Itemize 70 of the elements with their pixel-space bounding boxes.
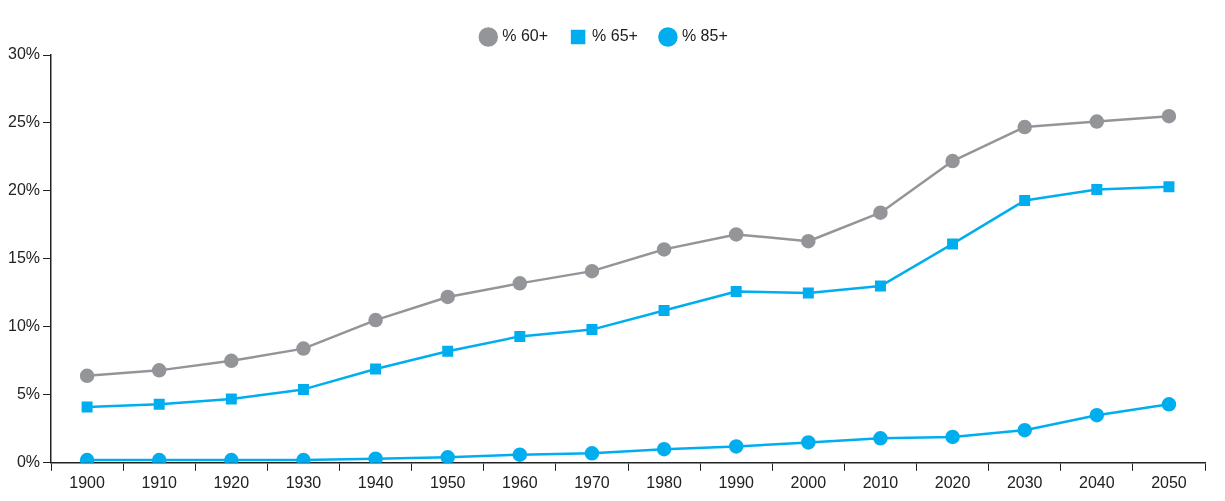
- point: [514, 330, 526, 342]
- point: [945, 429, 960, 445]
- x-tick-label: 1940: [357, 473, 394, 491]
- point: [873, 431, 888, 446]
- point: [656, 441, 672, 457]
- point: [151, 363, 167, 378]
- y-tick-label: 5%: [16, 385, 41, 403]
- point: [81, 401, 93, 413]
- point: [728, 439, 744, 454]
- y-tick-label: 10%: [7, 317, 41, 335]
- point: [874, 280, 886, 292]
- point: [1089, 114, 1105, 129]
- legend-label: % 60+: [502, 27, 549, 45]
- point: [442, 345, 454, 357]
- point: [368, 312, 383, 328]
- point: [1019, 194, 1031, 206]
- x-tick-label: 1990: [718, 473, 755, 491]
- point: [440, 289, 455, 305]
- point: [1163, 181, 1175, 193]
- x-tick-label: 2010: [862, 473, 899, 491]
- legend-label: % 85+: [681, 27, 728, 45]
- point: [586, 324, 598, 336]
- y-tick-label: 0%: [16, 453, 41, 471]
- point: [512, 276, 528, 291]
- x-tick-label: 1930: [285, 473, 322, 491]
- point: [440, 450, 455, 463]
- point: [224, 353, 239, 369]
- point: [802, 287, 814, 299]
- point: [584, 446, 600, 461]
- point: [801, 435, 816, 450]
- x-tick-label: 1920: [213, 473, 250, 491]
- point: [225, 393, 237, 405]
- x-tick-label: 2040: [1079, 473, 1115, 491]
- point: [658, 305, 670, 317]
- x-tick-label: 2030: [1006, 473, 1043, 491]
- y-tick-label: 15%: [7, 249, 41, 267]
- point: [947, 238, 959, 250]
- x-tick-label: 1960: [502, 473, 538, 491]
- point: [79, 368, 95, 384]
- point: [1091, 184, 1103, 196]
- point: [370, 363, 382, 375]
- point: [368, 451, 383, 463]
- point: [153, 398, 165, 410]
- point: [728, 227, 744, 242]
- x-tick-label: 1970: [574, 473, 610, 491]
- point: [945, 153, 960, 169]
- x-tick-label: 2020: [934, 473, 971, 491]
- point: [1161, 397, 1177, 412]
- point: [656, 242, 672, 257]
- legend-label: % 65+: [592, 27, 638, 45]
- point: [1161, 108, 1177, 124]
- point: [1017, 119, 1032, 135]
- point: [1017, 422, 1032, 438]
- x-tick-label: 1910: [141, 473, 178, 491]
- x-tick-label: 2050: [1151, 473, 1187, 491]
- point: [297, 383, 309, 395]
- point: [730, 286, 742, 298]
- y-tick-label: 20%: [7, 181, 41, 199]
- point: [801, 233, 816, 249]
- y-tick-label: 25%: [7, 113, 41, 131]
- x-tick-label: 1980: [646, 473, 682, 491]
- x-tick-label: 1900: [69, 473, 105, 491]
- point: [584, 263, 600, 279]
- x-tick-label: 2000: [790, 473, 827, 491]
- x-tick-label: 1950: [429, 473, 466, 491]
- point: [873, 205, 888, 220]
- point: [1089, 407, 1105, 423]
- point: [512, 447, 528, 462]
- point: [296, 341, 311, 356]
- y-tick-label: 30%: [7, 45, 41, 63]
